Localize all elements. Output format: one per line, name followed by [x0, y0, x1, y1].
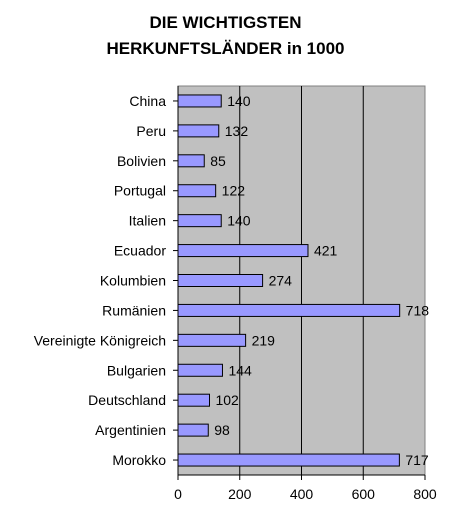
category-label: Bulgarien — [107, 362, 166, 378]
data-label: 140 — [227, 213, 251, 229]
bar — [177, 244, 309, 258]
bar — [177, 214, 222, 228]
data-label: 219 — [252, 332, 276, 348]
data-label: 144 — [228, 362, 252, 378]
bar — [177, 124, 220, 138]
bar — [177, 274, 264, 287]
x-tick-label: 400 — [290, 486, 314, 502]
category-label: Kolumbien — [100, 273, 166, 289]
data-label: 274 — [269, 273, 293, 289]
bar — [177, 363, 223, 377]
bar — [177, 94, 222, 108]
data-label: 85 — [210, 153, 226, 169]
data-label: 132 — [225, 123, 249, 139]
category-label: Italien — [129, 213, 166, 229]
category-label: Peru — [136, 123, 166, 139]
chart-title-line-1: DIE WICHTIGSTEN — [149, 13, 302, 32]
bar — [177, 453, 400, 467]
category-label: Bolivien — [117, 153, 166, 169]
bar — [177, 154, 205, 168]
category-label: Ecuador — [114, 243, 166, 259]
chart-title-line-2: HERKUNFTSLÄNDER in 1000 — [106, 39, 345, 58]
bar — [177, 333, 247, 347]
bar — [177, 303, 401, 317]
bar — [177, 423, 209, 437]
category-label: Rumänien — [102, 302, 166, 318]
data-label: 102 — [215, 392, 239, 408]
category-label: Morokko — [112, 452, 166, 468]
category-label: Deutschland — [88, 392, 166, 408]
data-label: 717 — [405, 452, 429, 468]
data-label: 122 — [222, 183, 246, 199]
category-label: Portugal — [114, 183, 166, 199]
x-tick-label: 200 — [228, 486, 252, 502]
x-tick-label: 600 — [352, 486, 376, 502]
data-label: 98 — [214, 422, 230, 438]
data-label: 140 — [227, 93, 251, 109]
x-tick-label: 800 — [413, 486, 437, 502]
bar — [177, 393, 210, 407]
data-label: 718 — [406, 302, 430, 318]
x-tick-label: 0 — [174, 486, 182, 502]
category-label: China — [129, 93, 166, 109]
bar — [177, 184, 217, 198]
category-label: Argentinien — [95, 422, 166, 438]
data-label: 421 — [314, 243, 338, 259]
category-label: Vereinigte Königreich — [34, 332, 166, 348]
